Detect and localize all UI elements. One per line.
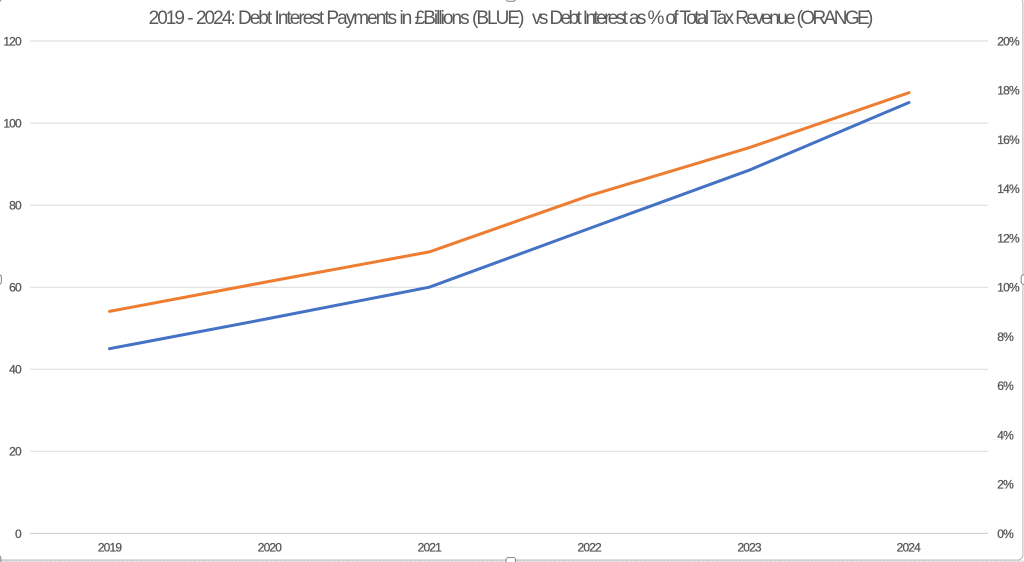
- svg-text:8%: 8%: [997, 330, 1014, 344]
- svg-text:20%: 20%: [997, 34, 1020, 48]
- svg-text:2019 - 2024: Debt Interest Pay: 2019 - 2024: Debt Interest Payments in £…: [149, 8, 524, 29]
- svg-text:18%: 18%: [997, 84, 1020, 98]
- svg-text:2020: 2020: [258, 540, 282, 554]
- svg-text:2022: 2022: [578, 540, 602, 554]
- svg-text:2%: 2%: [997, 478, 1014, 492]
- svg-text:0%: 0%: [997, 527, 1014, 541]
- svg-text:12%: 12%: [997, 231, 1020, 245]
- svg-text:60: 60: [9, 281, 22, 295]
- svg-text:vs Debt Interest as % of Total: vs Debt Interest as % of Total Tax Reven…: [532, 8, 873, 29]
- svg-text:40: 40: [9, 363, 22, 377]
- svg-text:2021: 2021: [418, 540, 442, 554]
- svg-text:10%: 10%: [997, 281, 1020, 295]
- svg-text:4%: 4%: [997, 428, 1014, 442]
- svg-text:80: 80: [9, 199, 22, 213]
- svg-text:14%: 14%: [997, 182, 1020, 196]
- svg-text:6%: 6%: [997, 379, 1014, 393]
- svg-text:20: 20: [9, 445, 22, 459]
- svg-text:2024: 2024: [897, 540, 921, 554]
- svg-text:2019: 2019: [98, 540, 122, 554]
- svg-text:120: 120: [3, 34, 22, 48]
- svg-text:2023: 2023: [737, 540, 761, 554]
- svg-text:100: 100: [3, 117, 22, 131]
- svg-text:0: 0: [15, 527, 22, 541]
- svg-text:16%: 16%: [997, 133, 1020, 147]
